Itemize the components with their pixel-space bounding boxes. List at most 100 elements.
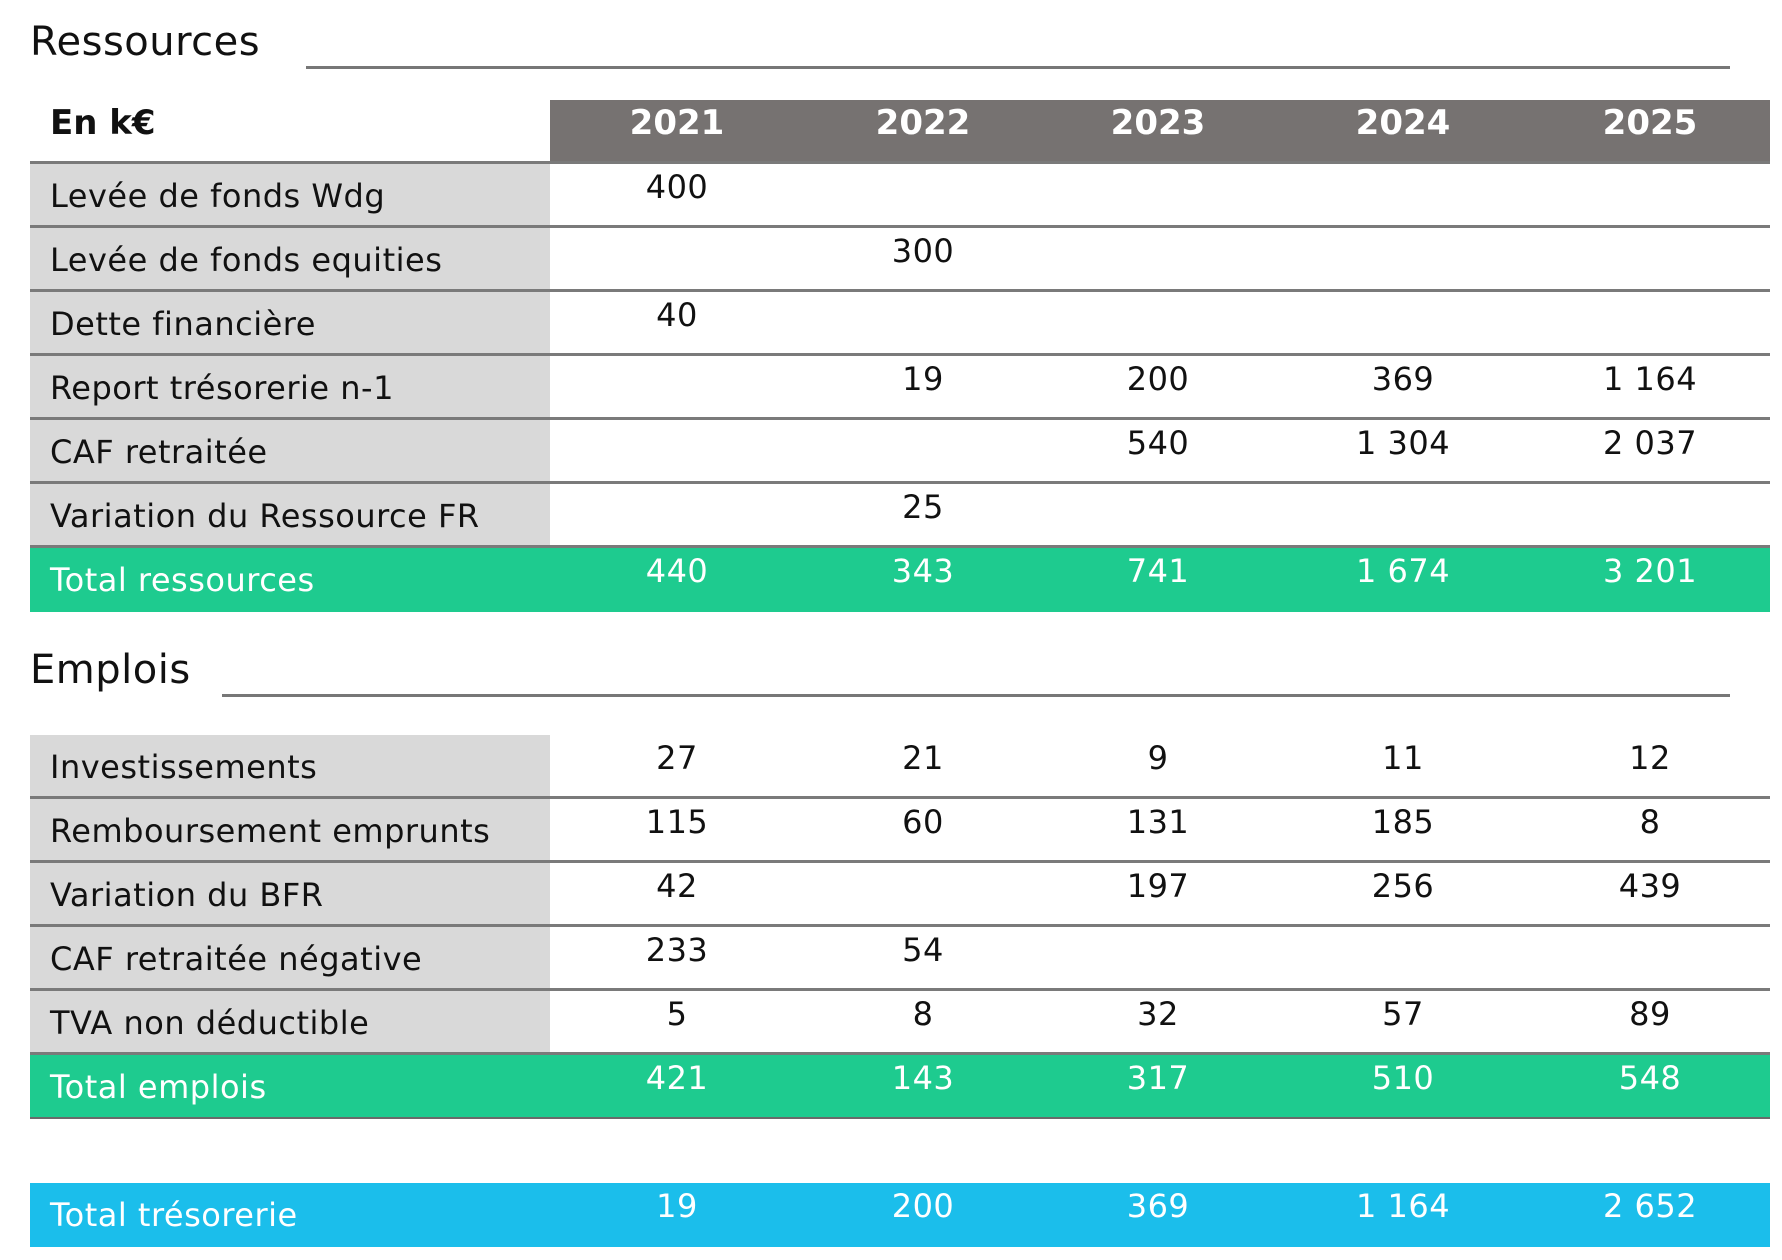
section-rule-emplois: [222, 694, 1730, 697]
section-title-emplois: Emplois: [30, 647, 191, 693]
cell-2021: 115: [645, 803, 709, 841]
total-ressources-row: Total ressources 440 343 741 1 674 3 201: [30, 548, 1770, 612]
cell-2022: [833, 164, 1013, 225]
cell-2025: [1560, 164, 1740, 225]
cell-2021: 19: [656, 1187, 698, 1225]
cell-2021: 400: [645, 168, 709, 206]
cell-2023: 32: [1137, 995, 1179, 1033]
cell-2024: 185: [1371, 803, 1435, 841]
cell-2025: 439: [1618, 867, 1682, 905]
ressources-table: En k€ 2021 2022 2023 2024 2025 Levée de fond…: [30, 100, 1770, 612]
section-rule-ressources: [306, 66, 1730, 69]
cell-2023: 200: [1126, 360, 1190, 398]
row-label: Levée de fonds equities: [30, 228, 550, 289]
cell-2024: [1313, 164, 1493, 225]
cell-2021: 440: [645, 552, 709, 590]
emplois-table: Investissements 27 21 9 11 12 Remboursement em…: [30, 735, 1770, 1119]
cell-2021: [587, 228, 767, 289]
cell-2024: 1 674: [1355, 552, 1451, 590]
cell-2024: 256: [1371, 867, 1435, 905]
cell-2022: [833, 863, 1013, 924]
cell-2022: 19: [902, 360, 944, 398]
row-label: TVA non déductible: [30, 991, 550, 1052]
cell-2021: 42: [656, 867, 698, 905]
total-tresorerie-row: Total trésorerie 19 200 369 1 164 2 652: [30, 1183, 1770, 1247]
tresorerie-table: Total trésorerie 19 200 369 1 164 2 652: [30, 1183, 1770, 1247]
cell-2022: 25: [902, 488, 944, 526]
row-report-tresorerie-n-1: Report trésorerie n-1 19 200 369 1 164: [30, 356, 1770, 420]
section-title-ressources: Ressources: [30, 19, 261, 65]
cell-2024: [1313, 292, 1493, 353]
cell-2025: 3 201: [1602, 552, 1698, 590]
cell-2025: [1560, 228, 1740, 289]
cell-2022: 21: [902, 739, 944, 777]
cell-2024: 57: [1382, 995, 1424, 1033]
row-label: Dette financière: [30, 292, 550, 353]
cell-2025: 12: [1629, 739, 1671, 777]
row-levee-de-fonds-wdg: Levée de fonds Wdg 400: [30, 164, 1770, 228]
cell-2023: [1068, 292, 1248, 353]
cell-2021: 5: [666, 995, 688, 1033]
row-variation-du-ressource-fr: Variation du Ressource FR 25: [30, 484, 1770, 548]
cell-2024: 510: [1371, 1059, 1435, 1097]
cell-2021: [587, 484, 767, 545]
cell-2022: [833, 292, 1013, 353]
row-label: Report trésorerie n-1: [30, 356, 550, 417]
row-label: Investissements: [30, 735, 550, 796]
cell-2025: 89: [1629, 995, 1671, 1033]
cell-2023: 9: [1147, 739, 1169, 777]
year-header-2021: 2021: [629, 103, 725, 143]
cell-2025: 1 164: [1602, 360, 1698, 398]
cell-2024: [1313, 927, 1493, 988]
row-label: Remboursement emprunts: [30, 799, 550, 860]
cell-2023: 131: [1126, 803, 1190, 841]
year-header-2024: 2024: [1355, 103, 1451, 143]
cell-2023: 741: [1126, 552, 1190, 590]
cell-2023: 317: [1126, 1059, 1190, 1097]
cell-2025: [1560, 484, 1740, 545]
cell-2023: 369: [1126, 1187, 1190, 1225]
row-label: Total ressources: [50, 561, 315, 599]
unit-label: En k€: [30, 100, 550, 161]
cell-2022: 54: [902, 931, 944, 969]
cell-2023: [1068, 164, 1248, 225]
cell-2024: 369: [1371, 360, 1435, 398]
row-tva-non-deductible: TVA non déductible 5 8 32 57 89: [30, 991, 1770, 1055]
row-caf-retraitee: CAF retraitée 540 1 304 2 037: [30, 420, 1770, 484]
row-remboursement-emprunts: Remboursement emprunts 115 60 131 185 8: [30, 799, 1770, 863]
row-dette-financiere: Dette financière 40: [30, 292, 1770, 356]
cell-2025: 8: [1639, 803, 1661, 841]
cell-2022: 200: [891, 1187, 955, 1225]
row-caf-retraitee-negative: CAF retraitée négative 233 54: [30, 927, 1770, 991]
row-variation-du-bfr: Variation du BFR 42 197 256 439: [30, 863, 1770, 927]
cell-2025: 2 037: [1602, 424, 1698, 462]
cell-2023: [1068, 927, 1248, 988]
cell-2022: 300: [891, 232, 955, 270]
cell-2024: 11: [1382, 739, 1424, 777]
cell-2021: 27: [656, 739, 698, 777]
cell-2025: [1560, 292, 1740, 353]
row-label: Total emplois: [50, 1068, 267, 1106]
cell-2023: 540: [1126, 424, 1190, 462]
cell-2022: 343: [891, 552, 955, 590]
cell-2021: 233: [645, 931, 709, 969]
table-header-row: En k€ 2021 2022 2023 2024 2025: [30, 100, 1770, 164]
row-levee-de-fonds-equities: Levée de fonds equities 300: [30, 228, 1770, 292]
year-header-2022: 2022: [875, 103, 971, 143]
cell-2023: [1068, 484, 1248, 545]
cell-2023: 197: [1126, 867, 1190, 905]
row-label: Levée de fonds Wdg: [30, 164, 550, 225]
row-investissements: Investissements 27 21 9 11 12: [30, 735, 1770, 799]
row-label: Variation du BFR: [30, 863, 550, 924]
cell-2024: [1313, 228, 1493, 289]
row-label: Variation du Ressource FR: [30, 484, 550, 545]
row-label: Total trésorerie: [50, 1196, 298, 1234]
cell-2025: 2 652: [1602, 1187, 1698, 1225]
cell-2022: [833, 420, 1013, 481]
cell-2022: 8: [912, 995, 934, 1033]
cell-2022: 143: [891, 1059, 955, 1097]
cell-2025: [1560, 927, 1740, 988]
year-header-2025: 2025: [1602, 103, 1698, 143]
cell-2024: 1 304: [1355, 424, 1451, 462]
cell-2024: [1313, 484, 1493, 545]
